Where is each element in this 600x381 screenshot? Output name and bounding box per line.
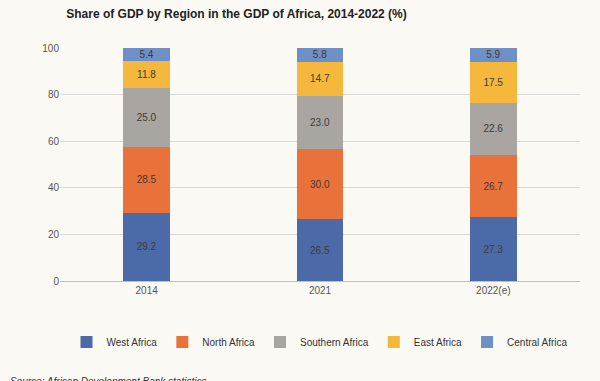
svg-text:West Africa: West Africa (107, 337, 158, 348)
svg-text:30.0: 30.0 (310, 179, 330, 190)
svg-text:23.0: 23.0 (310, 117, 330, 128)
svg-text:27.3: 27.3 (483, 244, 503, 255)
svg-text:Source: African Development Ba: Source: African Development Bank statist… (10, 376, 206, 381)
svg-text:22.6: 22.6 (483, 123, 503, 134)
svg-text:28.5: 28.5 (137, 174, 157, 185)
svg-text:100: 100 (42, 43, 59, 54)
svg-text:5.9: 5.9 (486, 49, 500, 60)
svg-text:26.7: 26.7 (483, 181, 503, 192)
svg-text:40: 40 (48, 182, 60, 193)
svg-text:Southern Africa: Southern Africa (300, 337, 369, 348)
svg-text:2021: 2021 (309, 285, 332, 296)
svg-text:11.8: 11.8 (137, 69, 156, 80)
svg-text:25.0: 25.0 (137, 112, 157, 123)
svg-text:80: 80 (48, 89, 60, 100)
svg-text:26.5: 26.5 (310, 245, 330, 256)
svg-text:2022(e): 2022(e) (476, 285, 510, 296)
svg-text:29.2: 29.2 (137, 241, 157, 252)
svg-text:5.4: 5.4 (140, 49, 154, 60)
svg-text:17.5: 17.5 (483, 77, 503, 88)
svg-text:Central Africa: Central Africa (507, 337, 567, 348)
svg-text:North Africa: North Africa (202, 337, 255, 348)
svg-text:20: 20 (48, 229, 60, 240)
svg-text:Share of GDP by Region in the: Share of GDP by Region in the GDP of Afr… (66, 7, 407, 21)
svg-text:0: 0 (53, 276, 59, 287)
svg-text:5.8: 5.8 (313, 49, 327, 60)
svg-text:60: 60 (48, 136, 60, 147)
svg-text:East Africa: East Africa (414, 337, 462, 348)
svg-text:14.7: 14.7 (310, 73, 330, 84)
svg-text:2014: 2014 (136, 285, 159, 296)
